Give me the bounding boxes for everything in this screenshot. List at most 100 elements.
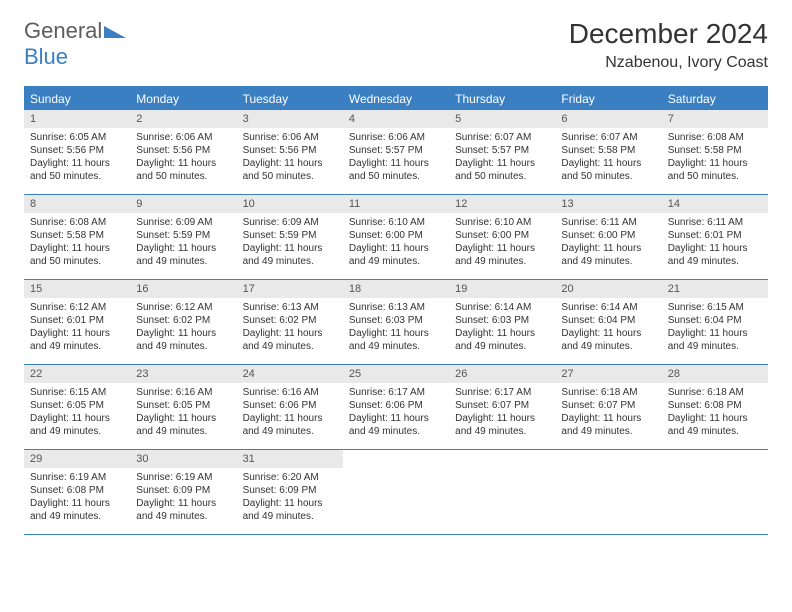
sunrise-line: Sunrise: 6:16 AM: [136, 386, 230, 399]
daylight-line: Daylight: 11 hours and 49 minutes.: [30, 327, 124, 353]
day-cell: 26Sunrise: 6:17 AMSunset: 6:07 PMDayligh…: [449, 365, 555, 449]
sunrise-line: Sunrise: 6:12 AM: [30, 301, 124, 314]
sunset-line: Sunset: 6:05 PM: [30, 399, 124, 412]
location: Nzabenou, Ivory Coast: [569, 54, 768, 72]
sunset-line: Sunset: 5:58 PM: [30, 229, 124, 242]
week-row: 8Sunrise: 6:08 AMSunset: 5:58 PMDaylight…: [24, 195, 768, 280]
day-cell: 10Sunrise: 6:09 AMSunset: 5:59 PMDayligh…: [237, 195, 343, 279]
day-number: 20: [555, 280, 661, 298]
sunrise-line: Sunrise: 6:13 AM: [243, 301, 337, 314]
daylight-line: Daylight: 11 hours and 50 minutes.: [30, 157, 124, 183]
day-number: 3: [237, 110, 343, 128]
sunset-line: Sunset: 6:01 PM: [668, 229, 762, 242]
daylight-line: Daylight: 11 hours and 50 minutes.: [561, 157, 655, 183]
weekday-header: Wednesday: [343, 88, 449, 110]
day-cell: 20Sunrise: 6:14 AMSunset: 6:04 PMDayligh…: [555, 280, 661, 364]
sunset-line: Sunset: 6:08 PM: [668, 399, 762, 412]
day-number: 31: [237, 450, 343, 468]
day-cell: 5Sunrise: 6:07 AMSunset: 5:57 PMDaylight…: [449, 110, 555, 194]
day-number: 14: [662, 195, 768, 213]
day-cell: 18Sunrise: 6:13 AMSunset: 6:03 PMDayligh…: [343, 280, 449, 364]
day-body: Sunrise: 6:16 AMSunset: 6:06 PMDaylight:…: [237, 383, 343, 444]
logo: General Blue: [24, 18, 126, 70]
day-body: Sunrise: 6:06 AMSunset: 5:56 PMDaylight:…: [130, 128, 236, 189]
sunrise-line: Sunrise: 6:14 AM: [455, 301, 549, 314]
weekday-header: Tuesday: [237, 88, 343, 110]
weekday-header: Saturday: [662, 88, 768, 110]
sunset-line: Sunset: 5:59 PM: [136, 229, 230, 242]
day-cell: 1Sunrise: 6:05 AMSunset: 5:56 PMDaylight…: [24, 110, 130, 194]
daylight-line: Daylight: 11 hours and 49 minutes.: [455, 242, 549, 268]
sunrise-line: Sunrise: 6:16 AM: [243, 386, 337, 399]
day-cell: 27Sunrise: 6:18 AMSunset: 6:07 PMDayligh…: [555, 365, 661, 449]
day-cell: 6Sunrise: 6:07 AMSunset: 5:58 PMDaylight…: [555, 110, 661, 194]
title-block: December 2024 Nzabenou, Ivory Coast: [569, 18, 768, 72]
day-number: 24: [237, 365, 343, 383]
sunrise-line: Sunrise: 6:08 AM: [668, 131, 762, 144]
day-number: 6: [555, 110, 661, 128]
sunset-line: Sunset: 5:56 PM: [136, 144, 230, 157]
day-body: Sunrise: 6:07 AMSunset: 5:58 PMDaylight:…: [555, 128, 661, 189]
day-body: Sunrise: 6:11 AMSunset: 6:00 PMDaylight:…: [555, 213, 661, 274]
sunrise-line: Sunrise: 6:11 AM: [668, 216, 762, 229]
weekday-header-row: SundayMondayTuesdayWednesdayThursdayFrid…: [24, 88, 768, 110]
day-cell: 23Sunrise: 6:16 AMSunset: 6:05 PMDayligh…: [130, 365, 236, 449]
sunset-line: Sunset: 5:58 PM: [561, 144, 655, 157]
daylight-line: Daylight: 11 hours and 49 minutes.: [668, 327, 762, 353]
daylight-line: Daylight: 11 hours and 50 minutes.: [668, 157, 762, 183]
sunset-line: Sunset: 6:06 PM: [349, 399, 443, 412]
daylight-line: Daylight: 11 hours and 50 minutes.: [455, 157, 549, 183]
sunset-line: Sunset: 6:00 PM: [349, 229, 443, 242]
sunrise-line: Sunrise: 6:09 AM: [136, 216, 230, 229]
daylight-line: Daylight: 11 hours and 50 minutes.: [243, 157, 337, 183]
daylight-line: Daylight: 11 hours and 49 minutes.: [243, 242, 337, 268]
weekday-header: Friday: [555, 88, 661, 110]
weekday-header: Sunday: [24, 88, 130, 110]
sunset-line: Sunset: 6:08 PM: [30, 484, 124, 497]
day-body: Sunrise: 6:13 AMSunset: 6:03 PMDaylight:…: [343, 298, 449, 359]
sunset-line: Sunset: 6:09 PM: [243, 484, 337, 497]
day-cell: [343, 450, 449, 534]
day-cell: 16Sunrise: 6:12 AMSunset: 6:02 PMDayligh…: [130, 280, 236, 364]
day-cell: 12Sunrise: 6:10 AMSunset: 6:00 PMDayligh…: [449, 195, 555, 279]
week-row: 15Sunrise: 6:12 AMSunset: 6:01 PMDayligh…: [24, 280, 768, 365]
day-body: Sunrise: 6:05 AMSunset: 5:56 PMDaylight:…: [24, 128, 130, 189]
logo-triangle-icon: [104, 22, 126, 43]
day-number: 16: [130, 280, 236, 298]
daylight-line: Daylight: 11 hours and 49 minutes.: [136, 412, 230, 438]
sunrise-line: Sunrise: 6:17 AM: [349, 386, 443, 399]
day-body: Sunrise: 6:07 AMSunset: 5:57 PMDaylight:…: [449, 128, 555, 189]
day-number: 23: [130, 365, 236, 383]
sunset-line: Sunset: 6:04 PM: [668, 314, 762, 327]
day-cell: 31Sunrise: 6:20 AMSunset: 6:09 PMDayligh…: [237, 450, 343, 534]
daylight-line: Daylight: 11 hours and 49 minutes.: [349, 242, 443, 268]
sunset-line: Sunset: 5:57 PM: [349, 144, 443, 157]
day-cell: 11Sunrise: 6:10 AMSunset: 6:00 PMDayligh…: [343, 195, 449, 279]
sunrise-line: Sunrise: 6:17 AM: [455, 386, 549, 399]
day-cell: [555, 450, 661, 534]
sunset-line: Sunset: 5:56 PM: [30, 144, 124, 157]
daylight-line: Daylight: 11 hours and 49 minutes.: [349, 412, 443, 438]
day-number: 26: [449, 365, 555, 383]
day-cell: [662, 450, 768, 534]
day-number: 4: [343, 110, 449, 128]
daylight-line: Daylight: 11 hours and 49 minutes.: [561, 242, 655, 268]
sunrise-line: Sunrise: 6:07 AM: [561, 131, 655, 144]
sunset-line: Sunset: 6:07 PM: [455, 399, 549, 412]
day-body: Sunrise: 6:13 AMSunset: 6:02 PMDaylight:…: [237, 298, 343, 359]
sunrise-line: Sunrise: 6:12 AM: [136, 301, 230, 314]
sunset-line: Sunset: 6:03 PM: [349, 314, 443, 327]
day-number: 12: [449, 195, 555, 213]
sunrise-line: Sunrise: 6:14 AM: [561, 301, 655, 314]
sunset-line: Sunset: 5:56 PM: [243, 144, 337, 157]
sunrise-line: Sunrise: 6:19 AM: [136, 471, 230, 484]
day-body: Sunrise: 6:17 AMSunset: 6:07 PMDaylight:…: [449, 383, 555, 444]
day-cell: 24Sunrise: 6:16 AMSunset: 6:06 PMDayligh…: [237, 365, 343, 449]
day-body: Sunrise: 6:14 AMSunset: 6:04 PMDaylight:…: [555, 298, 661, 359]
day-number: 2: [130, 110, 236, 128]
day-number: 8: [24, 195, 130, 213]
daylight-line: Daylight: 11 hours and 49 minutes.: [136, 497, 230, 523]
day-body: Sunrise: 6:16 AMSunset: 6:05 PMDaylight:…: [130, 383, 236, 444]
day-cell: 30Sunrise: 6:19 AMSunset: 6:09 PMDayligh…: [130, 450, 236, 534]
day-number: 17: [237, 280, 343, 298]
